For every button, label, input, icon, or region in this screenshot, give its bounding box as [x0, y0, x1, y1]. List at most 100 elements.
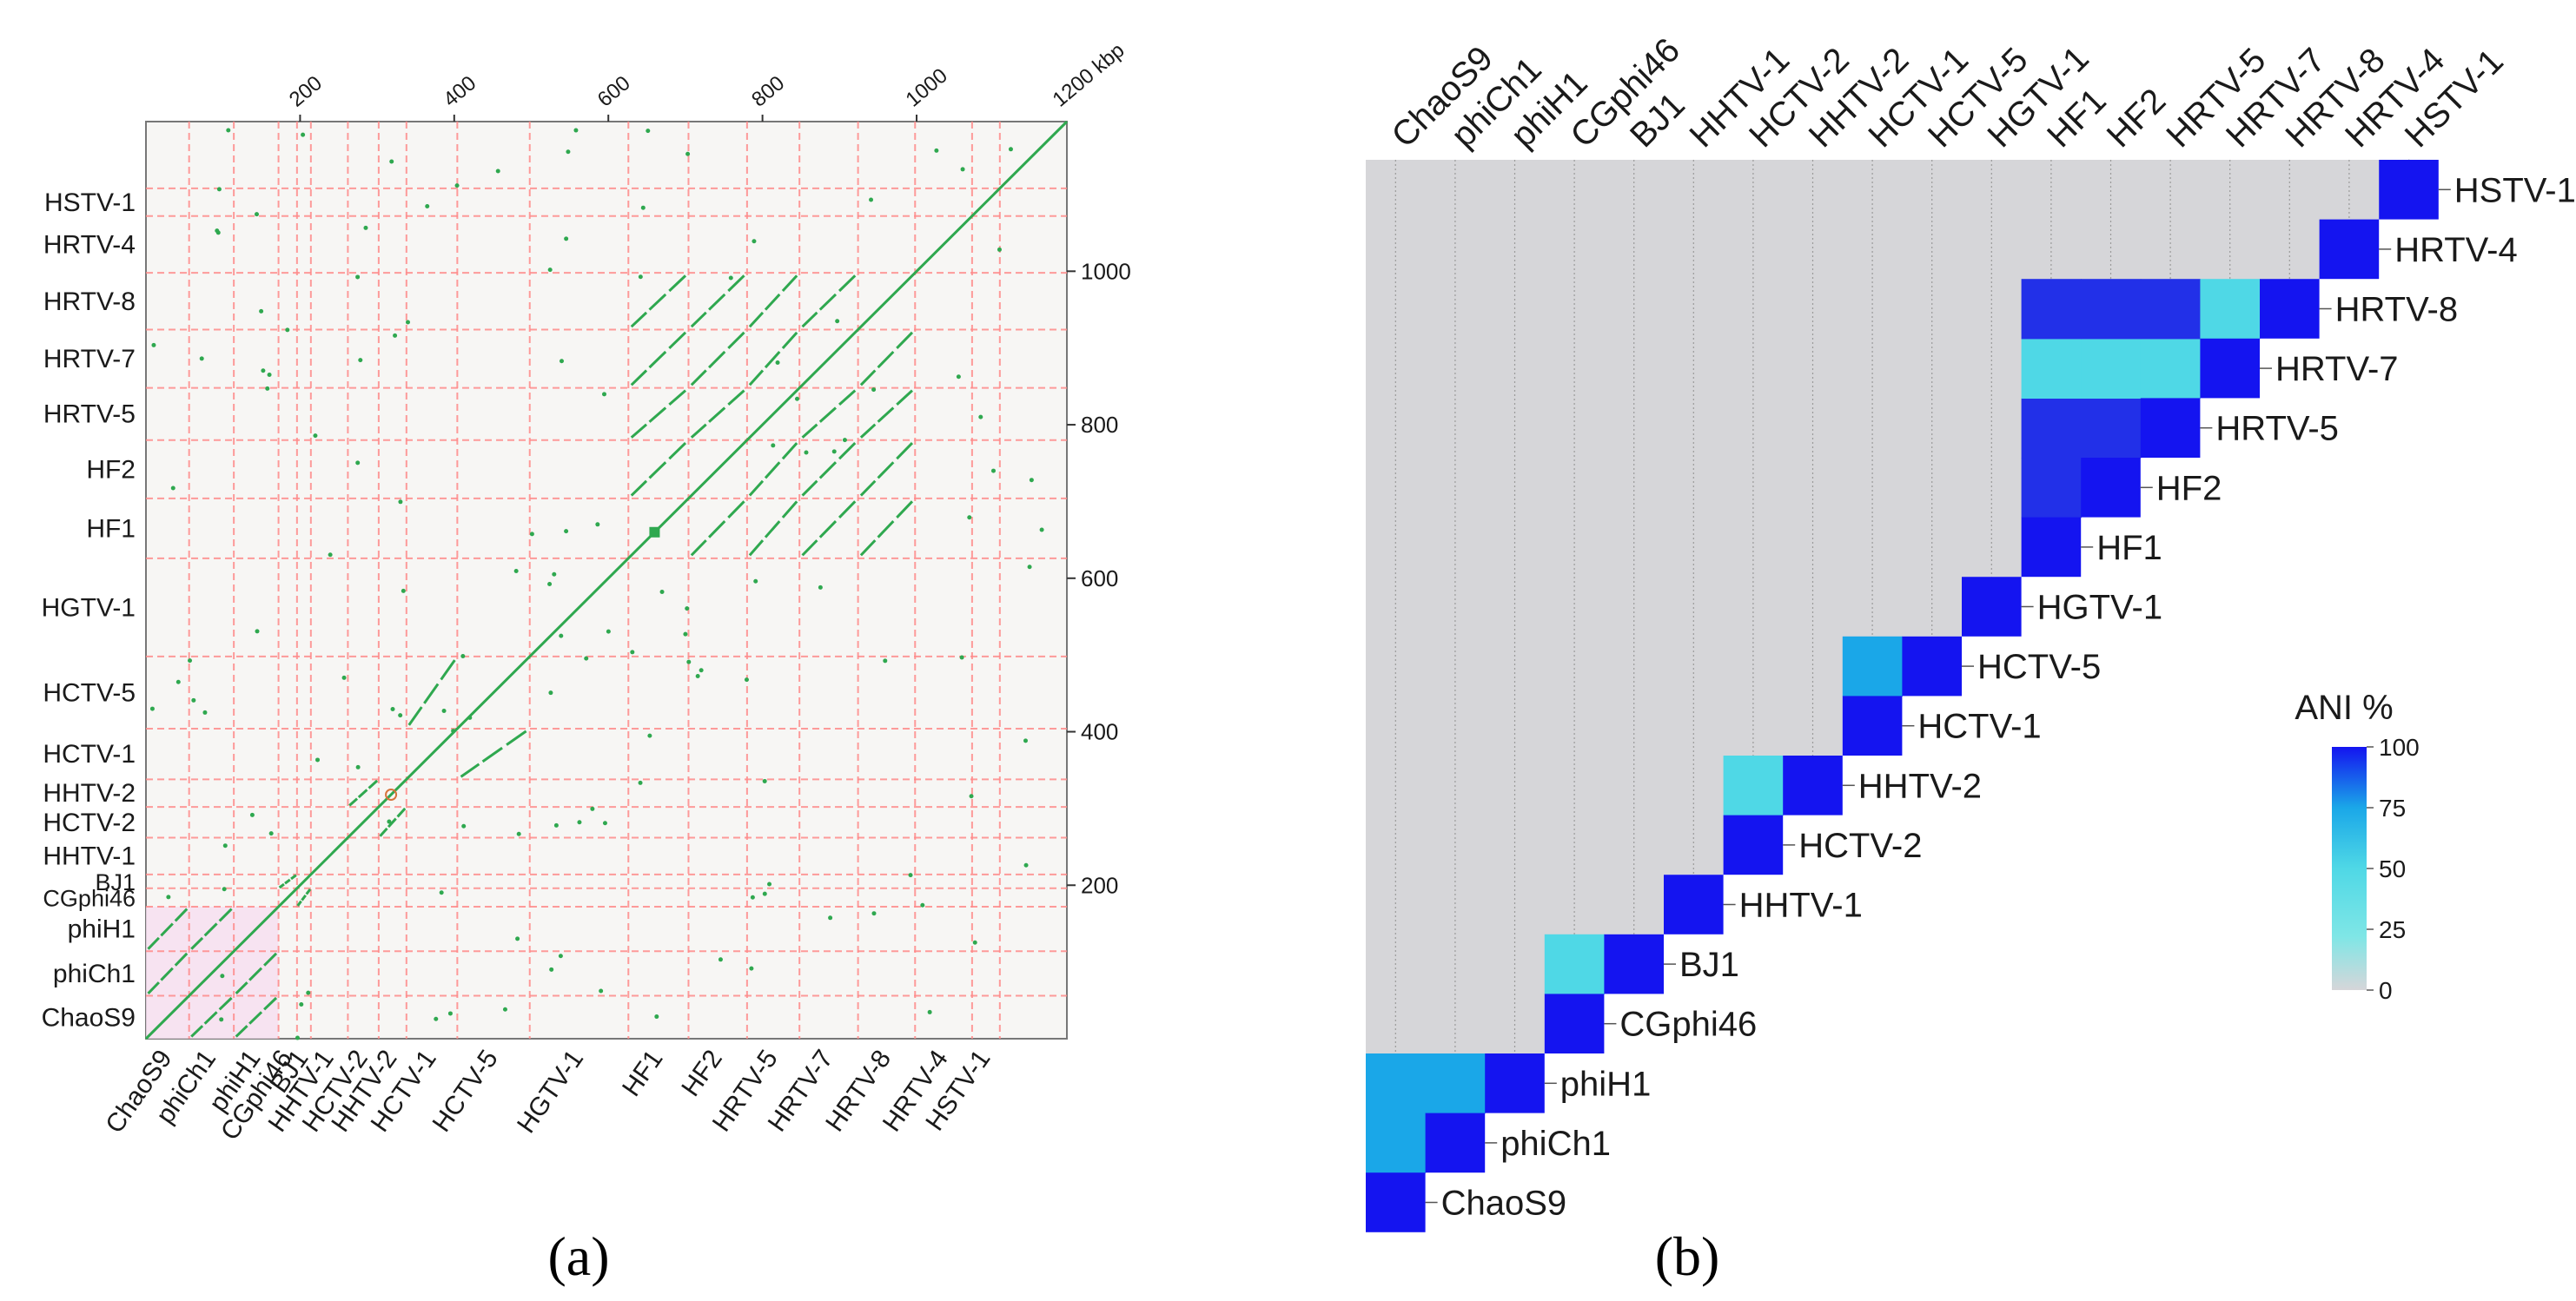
match-dot — [406, 320, 411, 325]
similarity-segment — [174, 908, 189, 922]
heatmap-diagonal-cell — [1783, 756, 1843, 816]
heatmap-diagonal-cell — [2200, 338, 2260, 399]
similarity-segment — [764, 350, 781, 369]
similarity-segment — [838, 274, 857, 293]
heatmap-cell — [2140, 279, 2201, 340]
similarity-segment — [668, 274, 687, 293]
similarity-segment — [859, 479, 877, 497]
row-label: HRTV-8 — [2335, 291, 2459, 329]
heatmap-cell — [2081, 279, 2142, 340]
heatmap-cell — [2081, 398, 2142, 459]
row-label: HF2 — [2156, 469, 2222, 507]
similarity-segment — [630, 479, 648, 497]
match-dot — [254, 212, 259, 217]
match-dot — [515, 936, 520, 941]
genome-label-y: HRTV-4 — [43, 230, 136, 259]
heatmap-diagonal-cell — [1723, 815, 1784, 875]
similarity-segment — [460, 763, 480, 778]
match-dot — [454, 183, 460, 188]
heatmap-cell — [2081, 338, 2142, 399]
match-dot — [920, 902, 925, 908]
match-dot — [151, 342, 156, 347]
match-dot — [516, 831, 521, 836]
heatmap-diagonal-cell — [1842, 696, 1903, 756]
repeat-marker — [649, 526, 660, 538]
y-tick-label: 600 — [1081, 565, 1118, 591]
match-dot — [363, 225, 368, 230]
similarity-segment — [727, 389, 745, 406]
similarity-segment — [748, 311, 765, 328]
match-dot — [659, 589, 665, 594]
row-label: phiCh1 — [1500, 1125, 1611, 1163]
heatmap-cell — [2021, 338, 2082, 399]
match-dot — [601, 392, 606, 397]
match-dot — [767, 882, 772, 887]
match-dot — [753, 578, 758, 584]
similarity-segment — [348, 797, 359, 807]
similarity-segment — [801, 479, 818, 497]
similarity-segment — [387, 817, 397, 829]
similarity-segment — [838, 442, 857, 460]
similarity-segment — [748, 369, 765, 386]
row-label: HHTV-1 — [1739, 887, 1863, 925]
row-label: HHTV-2 — [1858, 767, 1982, 805]
match-dot — [718, 957, 723, 962]
heatmap-cell — [2021, 279, 2082, 340]
match-dot — [638, 274, 643, 280]
heatmap-cell — [2021, 398, 2082, 459]
match-dot — [775, 360, 780, 365]
match-dot — [967, 515, 972, 520]
similarity-segment — [648, 406, 667, 423]
match-dot — [451, 729, 456, 734]
match-dot — [564, 529, 569, 534]
similarity-segment — [668, 389, 686, 406]
match-dot — [202, 710, 208, 715]
match-dot — [686, 659, 692, 664]
match-dot — [295, 1035, 300, 1040]
match-dot — [355, 460, 361, 466]
heatmap-diagonal-cell — [2081, 458, 2141, 518]
similarity-segment — [218, 996, 233, 1011]
match-dot — [564, 236, 569, 241]
match-dot — [255, 629, 260, 634]
similarity-segment — [440, 659, 456, 681]
similarity-segment — [506, 730, 527, 746]
similarity-segment — [877, 350, 895, 369]
similarity-segment — [407, 706, 423, 726]
similarity-segment — [690, 539, 707, 557]
similarity-segment — [727, 500, 745, 518]
similarity-segment — [203, 1011, 218, 1025]
similarity-segment — [838, 500, 857, 518]
match-dot — [640, 205, 646, 210]
similarity-segment — [648, 293, 667, 311]
heatmap-diagonal-cell — [1604, 934, 1664, 994]
match-dot — [306, 990, 311, 995]
genome-label-y: CGphi46 — [43, 885, 136, 911]
match-dot — [908, 873, 913, 878]
match-dot — [997, 247, 1002, 252]
similarity-segment — [147, 981, 160, 994]
match-dot — [685, 606, 690, 611]
match-dot — [869, 197, 874, 202]
match-dot — [261, 368, 266, 373]
heatmap-cell — [1544, 934, 1605, 994]
heatmap-diagonal-cell — [2319, 219, 2380, 280]
row-label: HRTV-7 — [2275, 350, 2399, 388]
match-dot — [191, 697, 196, 703]
match-dot — [390, 706, 395, 711]
match-dot — [695, 673, 700, 678]
heatmap-diagonal-cell — [1962, 577, 2022, 637]
repeat-marker — [385, 788, 398, 801]
row-label: BJ1 — [1679, 946, 1739, 984]
similarity-segment — [263, 952, 278, 967]
row-label: HCTV-5 — [1977, 648, 2101, 686]
match-dot — [389, 159, 394, 164]
similarity-segment — [284, 878, 291, 885]
match-dot — [425, 203, 430, 208]
match-dot — [744, 677, 749, 683]
match-dot — [577, 820, 582, 825]
match-dot — [220, 974, 225, 979]
match-dot — [434, 1016, 439, 1021]
match-dot — [467, 715, 473, 720]
genome-label-y: BJ1 — [95, 869, 136, 895]
